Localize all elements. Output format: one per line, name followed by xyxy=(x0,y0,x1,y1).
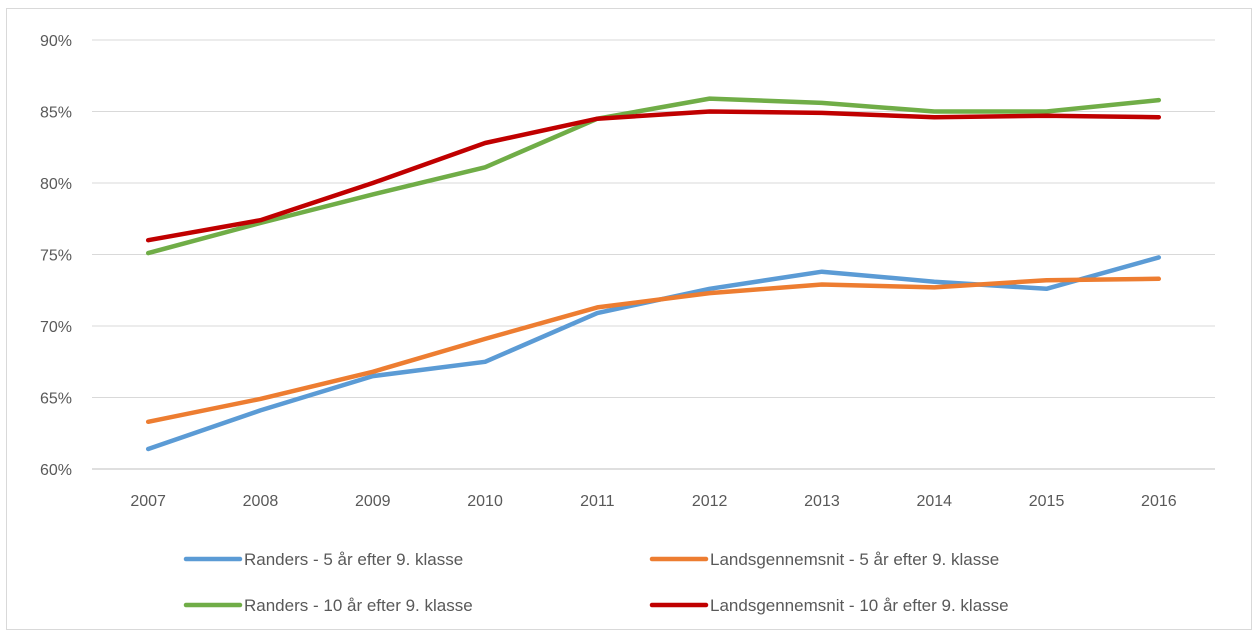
gridlines xyxy=(92,39,1215,470)
legend-label-1: Randers - 5 år efter 9. klasse xyxy=(244,550,463,569)
legend: Randers - 5 år efter 9. klasse Landsgenne… xyxy=(183,550,1009,615)
x-tick-label: 2016 xyxy=(1141,493,1177,510)
legend-label-4: Landsgennemsnit - 10 år efter 9. klasse xyxy=(710,596,1009,615)
x-tick-label: 2011 xyxy=(580,493,615,510)
series-line-4 xyxy=(145,109,1162,243)
series-line-2 xyxy=(145,276,1162,425)
x-axis-ticks: 2007 2008 2009 2010 2011 2012 2013 2014 2015 2016 xyxy=(130,493,1176,510)
y-tick-label: 80% xyxy=(40,176,72,193)
y-axis-ticks: 60% 65% 70% 75% 80% 85% 90% xyxy=(40,33,72,479)
y-tick-label: 60% xyxy=(40,462,72,479)
y-tick-label: 90% xyxy=(40,33,72,50)
x-tick-label: 2012 xyxy=(692,493,728,510)
legend-label-3: Randers - 10 år efter 9. klasse xyxy=(244,596,473,615)
x-tick-label: 2007 xyxy=(130,493,166,510)
x-tick-label: 2013 xyxy=(804,493,840,510)
series-lines xyxy=(145,96,1162,452)
legend-label-2: Landsgennemsnit - 5 år efter 9. klasse xyxy=(710,550,999,569)
y-tick-label: 65% xyxy=(40,391,72,408)
x-tick-label: 2014 xyxy=(916,493,952,510)
series-line-1 xyxy=(145,255,1162,452)
y-tick-label: 70% xyxy=(40,319,72,336)
x-tick-label: 2010 xyxy=(467,493,503,510)
x-tick-label: 2009 xyxy=(355,493,391,510)
y-tick-label: 75% xyxy=(40,248,72,265)
x-tick-label: 2008 xyxy=(243,493,279,510)
y-tick-label: 85% xyxy=(40,105,72,122)
x-tick-label: 2015 xyxy=(1029,493,1065,510)
series-line-3 xyxy=(145,96,1162,256)
